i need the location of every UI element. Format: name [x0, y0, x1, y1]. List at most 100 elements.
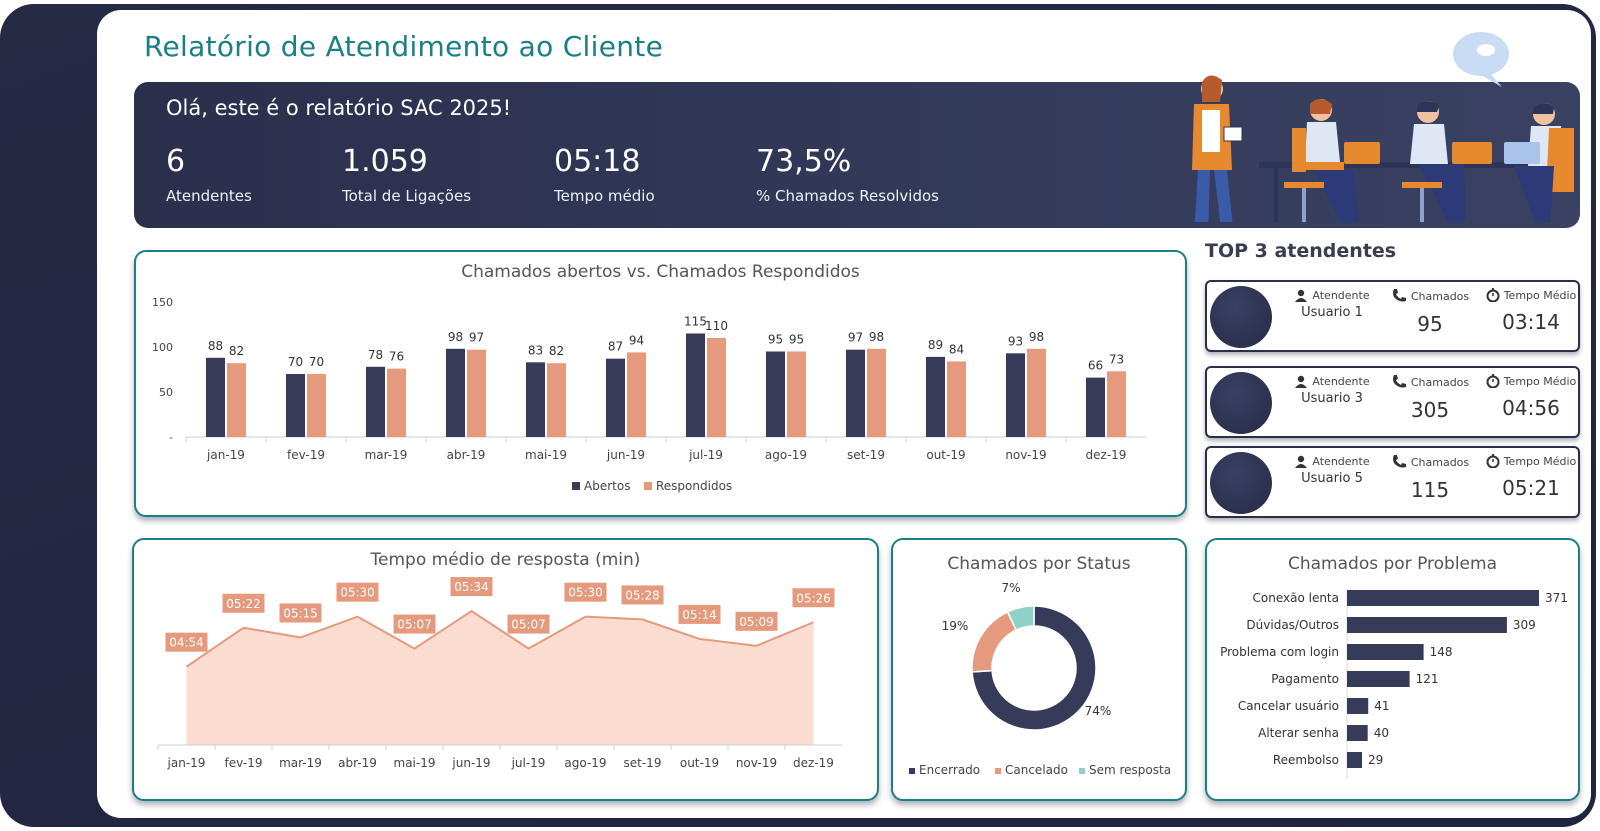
data-label: 95 [789, 333, 804, 347]
kpi-label: % Chamados Resolvidos [756, 187, 939, 205]
x-tick-label: fev-19 [225, 756, 263, 770]
data-label: 05:30 [568, 586, 603, 600]
chart-title: Chamados por Status [947, 554, 1131, 574]
x-tick-label: out-19 [680, 756, 719, 770]
data-label-box [279, 603, 322, 623]
bar-respondidos [547, 363, 566, 437]
avatar [1210, 286, 1272, 348]
data-label-box [165, 632, 208, 652]
data-label: 121 [1416, 672, 1439, 686]
bar-respondidos [1107, 371, 1126, 437]
hero-banner: Olá, este é o relatório SAC 2025! 6 Aten… [134, 32, 1580, 228]
agent-card: Atendente Usuario 1 Chamados 95 Tempo Mé… [1205, 280, 1580, 352]
category-label: Alterar senha [1258, 726, 1339, 740]
data-label-box [621, 585, 664, 605]
kpi-value: 6 [166, 144, 186, 179]
category-label: Pagamento [1271, 672, 1339, 686]
bar-abertos [846, 349, 865, 437]
data-label-box [678, 604, 721, 624]
data-label: 83 [528, 343, 543, 357]
data-label: 97 [848, 331, 863, 345]
x-tick-label: ago-19 [765, 448, 807, 462]
data-label: 66 [1088, 359, 1103, 373]
bar [1347, 644, 1424, 660]
data-label: 98 [1029, 330, 1044, 344]
data-label: 05:22 [226, 597, 261, 611]
x-tick-label: mai-19 [394, 756, 436, 770]
x-tick-label: fev-19 [287, 448, 325, 462]
bar [1347, 671, 1410, 687]
legend-label: Abertos [584, 479, 630, 493]
bar-abertos [766, 351, 785, 437]
data-label-box [336, 582, 379, 602]
data-label: 19% [942, 619, 969, 633]
user-headset-icon [1295, 289, 1308, 302]
agent-header-label: Atendente [1312, 454, 1370, 468]
bar [1347, 698, 1369, 714]
x-tick-label: dez-19 [1086, 448, 1127, 462]
bar-abertos [1086, 377, 1105, 437]
bar-abertos [206, 357, 225, 437]
data-label: 148 [1430, 645, 1453, 659]
bar-abertos [926, 356, 945, 437]
data-label: 84 [949, 342, 964, 356]
x-tick-label: set-19 [624, 756, 662, 770]
bar-respondidos [627, 352, 646, 437]
data-label-box [792, 588, 835, 608]
chart-title: Chamados abertos vs. Chamados Respondido… [461, 262, 860, 282]
time-header-label: Tempo Médio [1503, 374, 1577, 388]
data-label: 95 [768, 333, 783, 347]
chart-card-abertos-respondidos: Chamados abertos vs. Chamados Respondido… [134, 250, 1187, 517]
legend-label: Cancelado [1005, 763, 1068, 777]
data-label: 41 [1374, 699, 1389, 713]
bar-respondidos [787, 351, 806, 437]
agent-time: 03:14 [1502, 310, 1560, 334]
phone-icon [1392, 375, 1406, 388]
data-label: 70 [288, 355, 303, 369]
x-tick-label: jan-19 [206, 448, 245, 462]
x-tick-label: jun-19 [606, 448, 645, 462]
bar-respondidos [307, 374, 326, 437]
x-tick-label: abr-19 [338, 756, 377, 770]
calls-header-label: Chamados [1410, 289, 1470, 303]
legend-label: Encerrado [919, 763, 980, 777]
data-label-box [222, 593, 265, 613]
y-tick-label: 100 [152, 341, 173, 354]
kpi-label: Atendentes [166, 187, 252, 205]
agent-calls: 115 [1410, 478, 1450, 502]
data-label-box [450, 577, 493, 597]
agent-col-calls: Chamados 305 [1385, 374, 1475, 422]
data-label: 29 [1368, 753, 1383, 767]
top3-title: TOP 3 atendentes [1205, 240, 1397, 262]
data-label: 70 [309, 355, 324, 369]
data-label: 89 [928, 338, 943, 352]
data-label: 73 [1109, 352, 1124, 366]
stopwatch-icon [1486, 454, 1500, 468]
hbar-chart-problema: Conexão lenta 371 Dúvidas/Outros 309 Problem… [1220, 590, 1568, 779]
agent-col-time: Tempo Médio 04:56 [1485, 374, 1577, 420]
data-label: 40 [1374, 726, 1389, 740]
kpi-value: 05:18 [554, 144, 641, 179]
kpi-label: Total de Ligações [342, 187, 472, 205]
agent-name: Usuario 3 [1301, 391, 1363, 406]
chart-card-tempo-medio: Tempo médio de resposta (min) jan-19 fev-… [132, 538, 879, 801]
x-tick-label: mar-19 [279, 756, 322, 770]
data-label: 98 [448, 330, 463, 344]
agent-time: 05:21 [1502, 476, 1560, 500]
data-label: 82 [229, 344, 244, 358]
x-tick-label: out-19 [926, 448, 965, 462]
data-label: 05:26 [796, 591, 831, 605]
data-label: 97 [469, 331, 484, 345]
kpi-chamados-resolvidos: 73,5% % Chamados Resolvidos [756, 144, 939, 205]
data-label-box [735, 611, 778, 631]
data-label: 93 [1008, 334, 1023, 348]
agent-name: Usuario 5 [1301, 471, 1363, 486]
bar-respondidos [467, 349, 486, 437]
x-tick-label: nov-19 [736, 756, 777, 770]
chart-card-problema: Chamados por Problema Conexão lenta 371 Dú… [1205, 538, 1580, 801]
data-label: 05:30 [340, 586, 375, 600]
stopwatch-icon [1486, 374, 1500, 388]
agent-calls: 95 [1417, 312, 1443, 336]
x-tick-label: jan-19 [167, 756, 206, 770]
data-label: 05:34 [454, 580, 489, 594]
